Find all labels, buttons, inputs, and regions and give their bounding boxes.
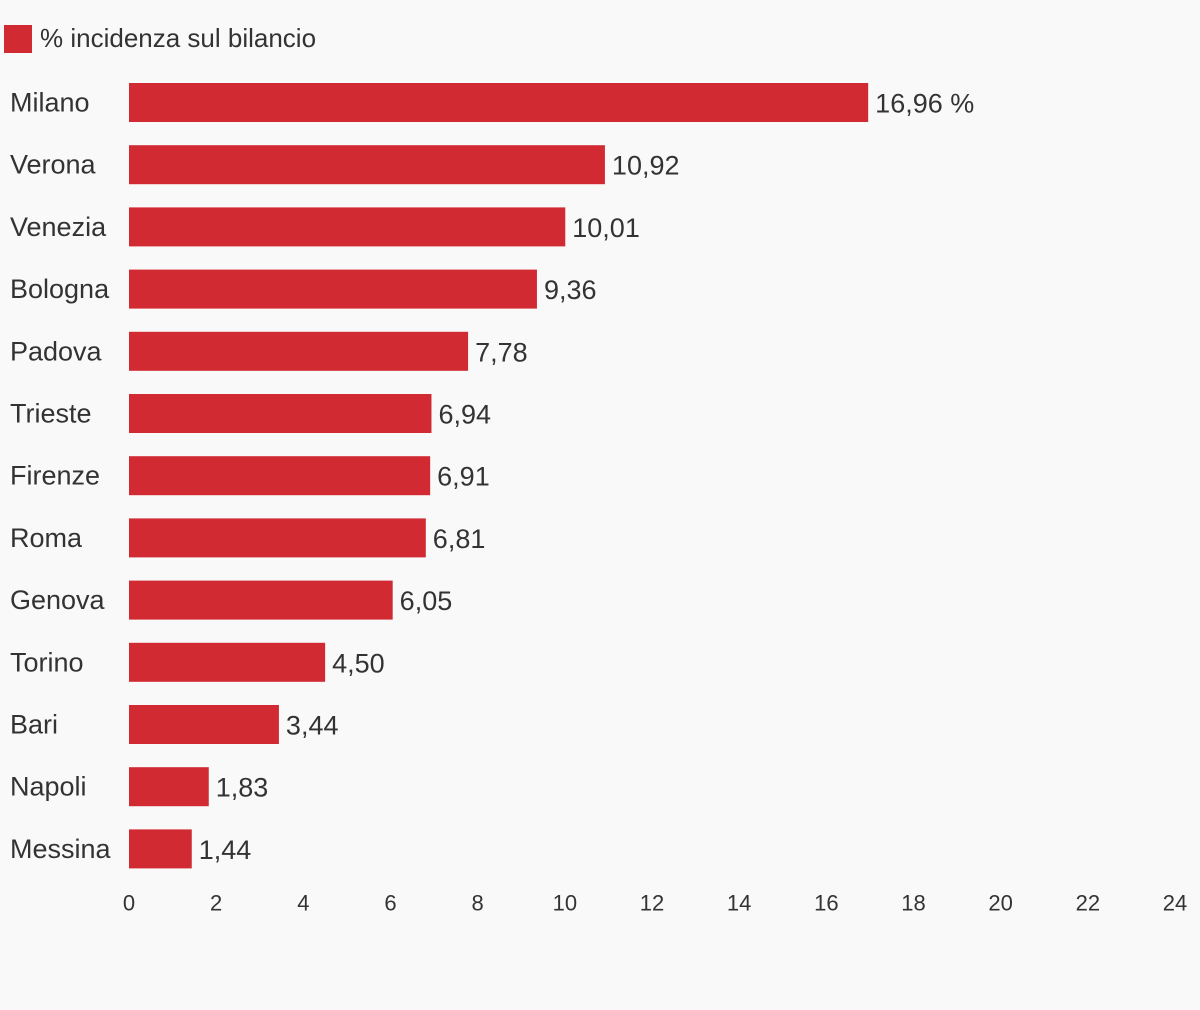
category-label: Genova — [10, 585, 106, 615]
category-label: Messina — [10, 834, 112, 864]
category-label: Roma — [10, 523, 83, 553]
x-tick-label: 16 — [814, 891, 838, 916]
data-label: 10,92 — [612, 151, 680, 181]
bar — [129, 518, 426, 558]
data-label: 4,50 — [332, 648, 385, 678]
bar — [129, 705, 279, 744]
data-label: 6,91 — [437, 462, 490, 492]
bar — [129, 394, 432, 433]
x-tick-label: 24 — [1163, 891, 1187, 916]
x-tick-label: 2 — [210, 891, 222, 916]
data-label: 9,36 — [544, 275, 597, 305]
data-label: 6,05 — [400, 586, 453, 616]
bar — [129, 642, 326, 682]
bar — [129, 331, 469, 371]
x-tick-label: 4 — [297, 891, 309, 916]
data-label: 6,94 — [438, 400, 491, 430]
bar — [129, 83, 869, 122]
data-label: 6,81 — [433, 524, 486, 554]
x-tick-label: 6 — [384, 891, 396, 916]
category-label: Padova — [10, 336, 103, 366]
x-tick-label: 22 — [1076, 891, 1100, 916]
bar — [129, 207, 566, 247]
data-label: 1,83 — [216, 773, 269, 803]
legend-swatch — [4, 24, 32, 53]
x-tick-label: 10 — [553, 891, 577, 916]
x-tick-label: 18 — [901, 891, 925, 916]
x-tick-label: 0 — [123, 891, 135, 916]
bar — [129, 456, 431, 496]
category-label: Torino — [10, 647, 84, 677]
category-label: Venezia — [10, 212, 107, 242]
legend-label: % incidenza sul bilancio — [40, 23, 317, 53]
bar — [129, 767, 209, 807]
data-label: 10,01 — [572, 213, 640, 243]
bar — [129, 269, 537, 309]
category-label: Firenze — [10, 461, 100, 491]
category-label: Milano — [10, 88, 90, 118]
data-label: 3,44 — [286, 711, 339, 741]
data-label: 16,96 % — [875, 89, 974, 119]
bar — [129, 580, 393, 620]
category-label: Napoli — [10, 772, 87, 802]
x-tick-label: 12 — [640, 891, 664, 916]
bar — [129, 145, 605, 185]
category-label: Bologna — [10, 274, 110, 304]
data-label: 7,78 — [475, 337, 528, 367]
chart-legend: % incidenza sul bilancio — [4, 23, 316, 54]
category-label: Trieste — [10, 399, 92, 429]
category-label: Verona — [10, 150, 97, 180]
x-tick-label: 20 — [988, 891, 1012, 916]
x-tick-label: 8 — [472, 891, 484, 916]
bar — [129, 829, 192, 869]
x-tick-label: 14 — [727, 891, 751, 916]
data-label: 1,44 — [199, 835, 252, 865]
category-label: Bari — [10, 710, 58, 740]
